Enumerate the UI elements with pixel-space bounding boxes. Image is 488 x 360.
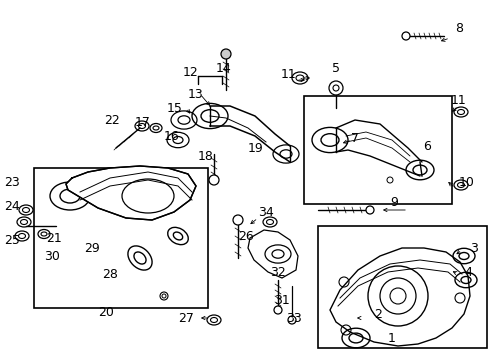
- Text: 18: 18: [198, 149, 214, 162]
- Text: 4: 4: [463, 266, 471, 279]
- Text: 32: 32: [269, 266, 285, 279]
- Text: 17: 17: [135, 116, 151, 129]
- Text: 19: 19: [247, 141, 264, 154]
- Polygon shape: [66, 166, 196, 220]
- Text: 8: 8: [454, 22, 462, 35]
- Text: 24: 24: [4, 199, 20, 212]
- Text: 2: 2: [373, 307, 381, 320]
- Text: 5: 5: [331, 62, 339, 75]
- Ellipse shape: [401, 32, 409, 40]
- Text: 29: 29: [84, 242, 100, 255]
- Text: 16: 16: [164, 130, 180, 143]
- Ellipse shape: [232, 215, 243, 225]
- Text: 30: 30: [44, 249, 60, 262]
- Text: 9: 9: [389, 195, 397, 208]
- Bar: [34, 168, 207, 308]
- Text: 22: 22: [104, 113, 120, 126]
- Bar: [304, 96, 451, 204]
- Ellipse shape: [221, 49, 230, 59]
- Text: 25: 25: [4, 234, 20, 247]
- Polygon shape: [247, 230, 297, 278]
- Ellipse shape: [365, 206, 373, 214]
- Text: 31: 31: [274, 293, 289, 306]
- Text: 14: 14: [216, 62, 231, 75]
- Text: 28: 28: [102, 267, 118, 280]
- Ellipse shape: [208, 175, 219, 185]
- Text: 27: 27: [178, 311, 194, 324]
- Text: 11: 11: [281, 68, 296, 81]
- Text: 26: 26: [238, 230, 253, 243]
- Text: 3: 3: [469, 242, 477, 255]
- Text: 7: 7: [350, 131, 358, 144]
- Text: 11: 11: [450, 94, 466, 107]
- Bar: [317, 226, 486, 348]
- Text: 34: 34: [258, 206, 273, 219]
- Ellipse shape: [273, 306, 282, 314]
- Text: 10: 10: [458, 176, 474, 189]
- Text: 13: 13: [188, 87, 203, 100]
- Text: 21: 21: [46, 231, 62, 244]
- Text: 12: 12: [183, 66, 199, 78]
- Ellipse shape: [287, 316, 295, 324]
- Polygon shape: [329, 248, 469, 346]
- Text: 15: 15: [167, 102, 183, 114]
- Text: 20: 20: [98, 306, 114, 319]
- Ellipse shape: [332, 85, 338, 91]
- Text: 33: 33: [285, 311, 301, 324]
- Text: 23: 23: [4, 176, 20, 189]
- Text: 1: 1: [387, 332, 395, 345]
- Text: 6: 6: [422, 140, 430, 153]
